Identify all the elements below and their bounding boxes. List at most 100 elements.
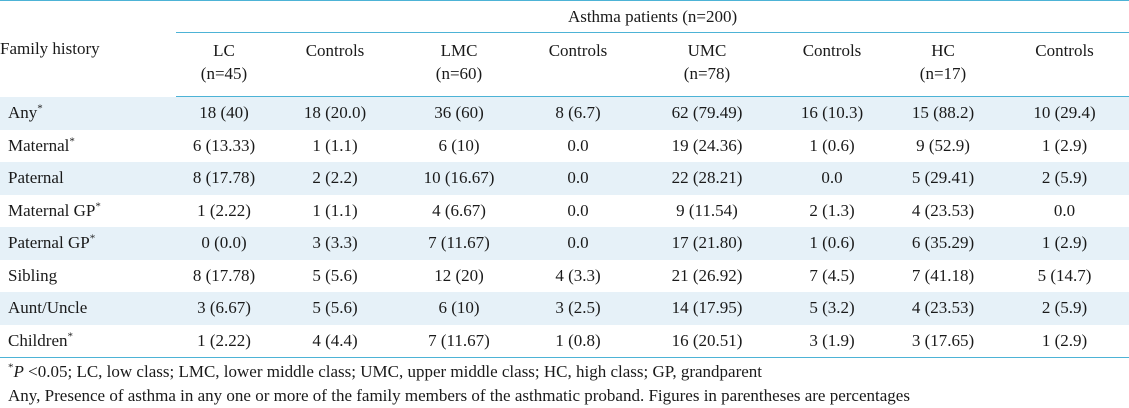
table-cell: 1 (0.6) [778, 227, 886, 260]
column-header-label: Controls [305, 41, 365, 60]
significance-mark: * [89, 232, 96, 245]
table-cell: 5 (14.7) [1000, 259, 1129, 292]
row-label-text: Any [8, 103, 38, 122]
table-cell: 15 (88.2) [886, 96, 1000, 130]
table-cell: 0.0 [520, 227, 636, 260]
column-header-label: LMC [440, 41, 478, 60]
table-row: Aunt/Uncle 3 (6.67) 5 (5.6) 6 (10) 3 (2.5) 14… [0, 292, 1129, 325]
table-cell: 1 (2.22) [176, 194, 272, 227]
column-header: Controls [272, 32, 398, 97]
table-cell: 4 (3.3) [520, 259, 636, 292]
column-header-count: (n=45) [200, 64, 248, 83]
column-header-label: LC [213, 41, 235, 60]
table-cell: 1 (2.22) [176, 324, 272, 358]
row-label: Sibling [0, 259, 176, 292]
table-cell: 3 (6.67) [176, 292, 272, 325]
row-label: Paternal [0, 162, 176, 195]
significance-mark: * [69, 135, 75, 148]
footnote-p-symbol: P [13, 362, 24, 381]
row-label-text: Paternal GP [8, 233, 90, 253]
table-cell: 7 (11.67) [398, 324, 520, 358]
table-cell: 14 (17.95) [636, 292, 778, 325]
row-label: Children* [0, 324, 176, 358]
table-cell: 2 (5.9) [1000, 292, 1129, 325]
table-cell: 6 (35.29) [886, 227, 1000, 260]
table-cell: 7 (11.67) [398, 227, 520, 260]
table-cell: 12 (20) [398, 259, 520, 292]
table-cell: 8 (17.78) [176, 259, 272, 292]
column-header: UMC (n=78) [636, 32, 778, 97]
row-label: Maternal GP* [0, 194, 176, 227]
table-cell: 2 (1.3) [778, 194, 886, 227]
footnote-significance: *P <0.05; LC, low class; LMC, lower midd… [8, 360, 1121, 384]
table-cell: 17 (21.80) [636, 227, 778, 260]
table-cell: 22 (28.21) [636, 162, 778, 195]
row-label-text: Maternal GP [8, 200, 96, 220]
footnotes: *P <0.05; LC, low class; LMC, lower midd… [0, 358, 1129, 408]
column-header-count: (n=78) [683, 64, 731, 83]
group-header: Asthma patients (n=200) [176, 0, 1129, 33]
table-cell: 4 (4.4) [272, 324, 398, 358]
table-row: Sibling 8 (17.78) 5 (5.6) 12 (20) 4 (3.3) 21 … [0, 259, 1129, 292]
footnote-abbreviations: <0.05; LC, low class; LMC, lower middle … [23, 362, 763, 381]
table-cell: 18 (40) [176, 96, 272, 130]
column-header: Controls [1000, 32, 1129, 97]
row-label-text: Maternal [8, 135, 70, 155]
table-cell: 9 (52.9) [886, 129, 1000, 162]
table-cell: 8 (6.7) [520, 96, 636, 130]
table-cell: 8 (17.78) [176, 162, 272, 195]
row-label: Maternal* [0, 129, 176, 162]
significance-mark: * [37, 102, 43, 115]
table-cell: 0.0 [520, 162, 636, 195]
column-header: Controls [778, 32, 886, 97]
table-cell: 0 (0.0) [176, 227, 272, 260]
table-header: Family history Asthma patients (n=200) L… [0, 0, 1129, 97]
footnote-mark: * [8, 361, 14, 374]
table-cell: 21 (26.92) [636, 259, 778, 292]
table-cell: 1 (0.6) [778, 129, 886, 162]
column-header-label: HC [931, 41, 955, 60]
table-cell: 3 (3.3) [272, 227, 398, 260]
table-cell: 0.0 [778, 162, 886, 195]
table-cell: 19 (24.36) [636, 129, 778, 162]
table-cell: 2 (5.9) [1000, 162, 1129, 195]
column-header-label: Controls [1035, 41, 1094, 60]
table-cell: 3 (17.65) [886, 324, 1000, 358]
table-cell: 1 (2.9) [1000, 324, 1129, 358]
table-cell: 16 (20.51) [636, 324, 778, 358]
table-cell: 0.0 [520, 194, 636, 227]
table-cell: 1 (1.1) [272, 194, 398, 227]
table-cell: 36 (60) [398, 96, 520, 130]
table-cell: 5 (5.6) [272, 259, 398, 292]
row-label: Any* [0, 96, 176, 130]
table-cell: 1 (2.9) [1000, 227, 1129, 260]
table-cell: 10 (29.4) [1000, 96, 1129, 130]
table-cell: 1 (0.8) [520, 324, 636, 358]
row-label-text: Sibling [8, 265, 58, 285]
table-row: Maternal* 6 (13.33) 1 (1.1) 6 (10) 0.0 19 (24… [0, 129, 1129, 162]
table-cell: 2 (2.2) [272, 162, 398, 195]
row-label-text: Children [8, 330, 68, 350]
table-cell: 4 (23.53) [886, 292, 1000, 325]
row-header: Family history [0, 0, 176, 97]
table-cell: 7 (4.5) [778, 259, 886, 292]
column-header-label: UMC [687, 41, 727, 60]
table-row: Paternal GP* 0 (0.0) 3 (3.3) 7 (11.67) 0.0 17… [0, 227, 1129, 260]
table-cell: 18 (20.0) [272, 96, 398, 130]
table-cell: 0.0 [520, 129, 636, 162]
table-cell: 3 (2.5) [520, 292, 636, 325]
row-label-text: Aunt/Uncle [8, 298, 88, 318]
column-header-count: (n=60) [435, 64, 483, 83]
table-cell: 7 (41.18) [886, 259, 1000, 292]
table-row: Maternal GP* 1 (2.22) 1 (1.1) 4 (6.67) 0.0 9 … [0, 194, 1129, 227]
column-header-label: Controls [548, 41, 608, 60]
table-cell: 5 (5.6) [272, 292, 398, 325]
column-header: HC (n=17) [886, 32, 1000, 97]
significance-mark: * [67, 330, 74, 343]
row-label: Paternal GP* [0, 227, 176, 260]
table-row: Any* 18 (40) 18 (20.0) 36 (60) 8 (6.7) 62 (79… [0, 96, 1129, 130]
table-cell: 5 (29.41) [886, 162, 1000, 195]
column-header-count: (n=17) [919, 64, 967, 83]
table-cell: 1 (2.9) [1000, 129, 1129, 162]
